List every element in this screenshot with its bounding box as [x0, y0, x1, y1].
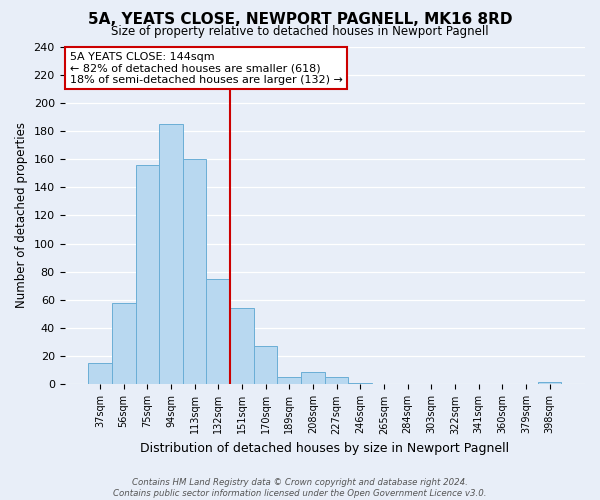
Text: 5A YEATS CLOSE: 144sqm
← 82% of detached houses are smaller (618)
18% of semi-de: 5A YEATS CLOSE: 144sqm ← 82% of detached… [70, 52, 343, 85]
Bar [349, 383, 372, 384]
Bar [254, 346, 277, 385]
Bar [159, 124, 183, 384]
Bar [183, 159, 206, 384]
Bar [230, 308, 254, 384]
Bar [112, 303, 136, 384]
Bar [277, 378, 301, 384]
Bar [538, 382, 562, 384]
Bar [136, 165, 159, 384]
Text: 5A, YEATS CLOSE, NEWPORT PAGNELL, MK16 8RD: 5A, YEATS CLOSE, NEWPORT PAGNELL, MK16 8… [88, 12, 512, 28]
X-axis label: Distribution of detached houses by size in Newport Pagnell: Distribution of detached houses by size … [140, 442, 509, 455]
Text: Contains HM Land Registry data © Crown copyright and database right 2024.
Contai: Contains HM Land Registry data © Crown c… [113, 478, 487, 498]
Bar [325, 378, 349, 384]
Bar [301, 372, 325, 384]
Bar [206, 279, 230, 384]
Text: Size of property relative to detached houses in Newport Pagnell: Size of property relative to detached ho… [111, 25, 489, 38]
Bar [88, 364, 112, 384]
Y-axis label: Number of detached properties: Number of detached properties [15, 122, 28, 308]
